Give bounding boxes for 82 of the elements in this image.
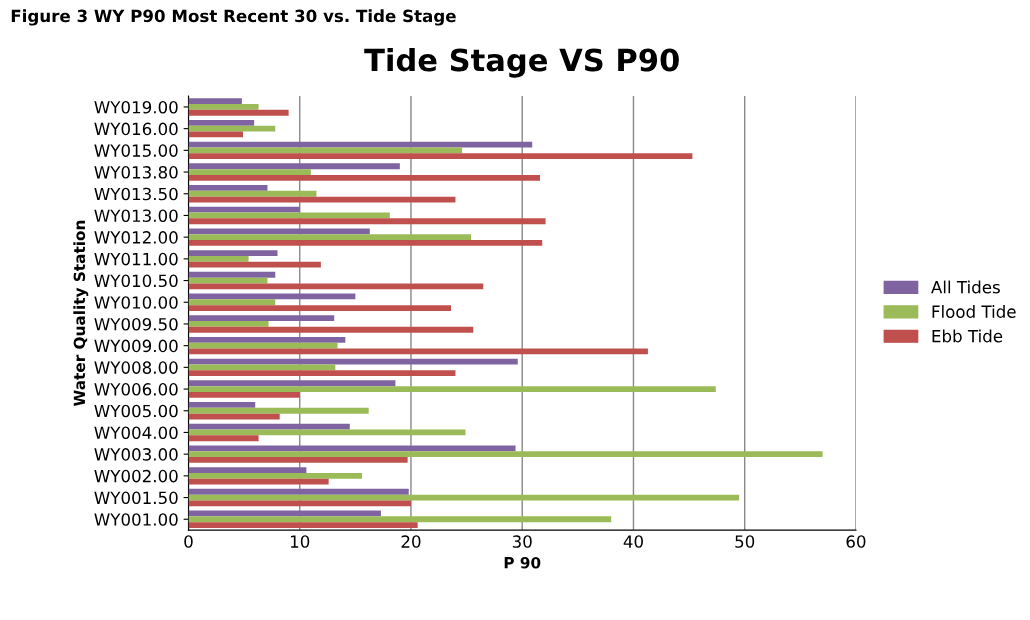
- y-tick-label: WY009.00: [94, 339, 178, 353]
- y-tick-label: WY009.50: [94, 317, 178, 331]
- y-tick-label: WY006.00: [94, 383, 178, 396]
- bar: [188, 119, 255, 126]
- bar: [188, 153, 693, 160]
- y-tick-label: WY005.00: [94, 404, 178, 418]
- bar: [188, 386, 716, 392]
- bar: [188, 163, 400, 170]
- bar: [188, 185, 268, 191]
- bar: [188, 435, 259, 442]
- bar: [188, 250, 278, 256]
- y-tick-label: WY011.00: [94, 252, 178, 266]
- bar: [188, 364, 336, 371]
- x-tick-label: 60: [846, 535, 866, 548]
- y-tick-label: WY015.00: [94, 144, 178, 157]
- bar: [188, 423, 350, 430]
- bar: [188, 522, 418, 528]
- bar: [188, 380, 396, 387]
- bar: [188, 451, 823, 458]
- x-tick-label: 20: [401, 535, 421, 548]
- y-tick-label: WY013.80: [94, 166, 178, 179]
- bar: [188, 255, 249, 262]
- y-tick-label: WY002.00: [94, 469, 178, 483]
- bar: [188, 445, 516, 452]
- y-tick-label: WY001.50: [94, 491, 178, 505]
- y-tick-label: WY004.00: [94, 426, 178, 440]
- bar: [188, 98, 242, 105]
- bar: [188, 206, 300, 213]
- bar: [188, 326, 474, 333]
- bar: [188, 467, 307, 473]
- x-tick-label: 40: [623, 535, 643, 548]
- chart-title: Tide Stage VS P90: [364, 47, 679, 78]
- y-tick-label: WY010.50: [94, 274, 178, 288]
- bar: [188, 305, 452, 311]
- bar: [188, 370, 456, 377]
- caption: Figure 3 WY P90 Most Recent 30 vs. Tide Stage: [11, 9, 456, 26]
- bar: [188, 299, 276, 306]
- bar: [188, 271, 276, 278]
- bar: [188, 336, 346, 343]
- bar: [188, 321, 269, 327]
- bar: [188, 500, 411, 507]
- bar: [188, 407, 369, 414]
- bar: [188, 228, 370, 235]
- legend-label: All Tides: [931, 280, 1000, 294]
- legend-label: Flood Tide: [932, 305, 1016, 318]
- y-tick-label: WY003.00: [94, 448, 178, 461]
- x-axis-title: P 90: [504, 556, 541, 569]
- x-tick-label: 0: [184, 535, 193, 548]
- x-tick-label: 10: [290, 535, 310, 548]
- y-tick-label: WY001.00: [94, 513, 178, 526]
- bar: [188, 478, 329, 485]
- y-tick-label: WY019.00: [94, 100, 178, 114]
- bar: [188, 391, 300, 398]
- bar: [188, 190, 317, 197]
- bar: [188, 315, 335, 322]
- y-tick-label: WY016.00: [94, 122, 178, 136]
- y-tick-label: WY008.00: [94, 361, 178, 374]
- y-tick-label: WY012.00: [94, 231, 178, 244]
- bar: [188, 283, 484, 290]
- bar: [188, 488, 409, 495]
- bar: [188, 516, 612, 523]
- y-tick-label: WY010.00: [94, 296, 178, 309]
- bar: [188, 125, 276, 132]
- y-tick-label: WY013.00: [94, 209, 178, 223]
- bar: [188, 104, 259, 110]
- bar: [188, 402, 256, 408]
- bar: [188, 457, 408, 463]
- y-tick-label: WY013.50: [94, 187, 178, 201]
- bar: [188, 240, 543, 246]
- bar: [188, 109, 289, 116]
- y-axis-title: Water Quality Station: [73, 220, 89, 407]
- bar: [188, 147, 463, 154]
- x-tick-label: 30: [512, 535, 532, 548]
- bar: [188, 261, 321, 268]
- bar: [188, 218, 546, 225]
- bar: [188, 472, 363, 479]
- x-tick-label: 50: [735, 535, 755, 548]
- legend-label: Ebb Tide: [932, 329, 1003, 343]
- bar: [188, 234, 472, 241]
- bar: [188, 169, 311, 175]
- bar: [188, 342, 338, 349]
- bar: [188, 174, 541, 181]
